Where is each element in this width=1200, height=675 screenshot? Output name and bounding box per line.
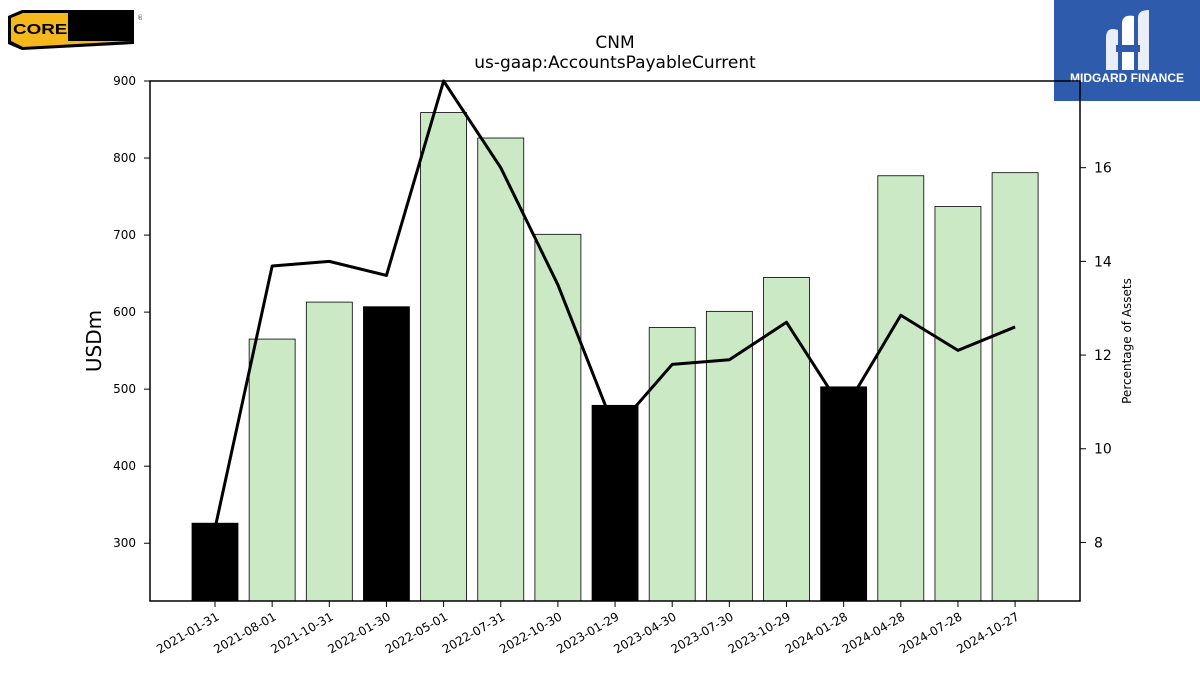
y2-tick-label: 8 bbox=[1094, 535, 1103, 551]
midgard-finance-logo: MIDGARD FINANCE bbox=[1054, 0, 1200, 101]
y2-axis-label: Percentage of Assets bbox=[1120, 278, 1134, 404]
x-tick-label: 2021-01-31 bbox=[154, 609, 221, 656]
bar-2023-07-30 bbox=[705, 310, 753, 602]
y-tick-label: 800 bbox=[113, 151, 136, 165]
bar-2021-10-31 bbox=[305, 301, 353, 602]
x-tick-label: 2021-08-01 bbox=[211, 609, 278, 656]
x-tick-label: 2022-07-31 bbox=[440, 609, 507, 656]
bar-2022-01-30 bbox=[363, 306, 410, 602]
y-tick-label: 600 bbox=[113, 305, 136, 319]
x-tick-label: 2023-04-30 bbox=[611, 609, 678, 656]
y2-tick-label: 16 bbox=[1094, 161, 1112, 177]
x-tick-label: 2022-01-30 bbox=[326, 609, 393, 656]
y2-tick-label: 14 bbox=[1094, 254, 1112, 270]
y-tick-label: 700 bbox=[113, 228, 136, 242]
y2-tick-label: 10 bbox=[1094, 442, 1112, 458]
bar-2021-08-01 bbox=[248, 338, 296, 602]
registered-mark: ® bbox=[137, 14, 142, 22]
chart-subtitle: us-gaap:AccountsPayableCurrent bbox=[474, 53, 756, 73]
chart-title: CNM bbox=[595, 33, 634, 53]
bar-2022-05-01 bbox=[420, 112, 468, 602]
bar-2023-04-30 bbox=[648, 327, 696, 602]
bar-2024-01-28 bbox=[820, 386, 868, 602]
bar-2022-07-31 bbox=[477, 137, 525, 602]
y-tick-label: 300 bbox=[113, 536, 136, 550]
y2-tick-label: 12 bbox=[1094, 348, 1112, 364]
x-tick-label: 2022-05-01 bbox=[383, 609, 450, 656]
bar-2024-10-27 bbox=[991, 172, 1039, 602]
bar-2024-07-28 bbox=[934, 206, 982, 602]
midgard-mark-icon bbox=[1106, 10, 1149, 70]
bar-2023-01-29 bbox=[591, 404, 639, 602]
y-tick-label: 400 bbox=[113, 459, 136, 473]
percentage-of-assets-line bbox=[213, 79, 1016, 529]
x-tick-label: 2022-10-30 bbox=[497, 609, 564, 656]
bar-2023-10-29 bbox=[763, 277, 810, 602]
x-tick-label: 2024-01-28 bbox=[783, 609, 850, 656]
y-tick-label: 500 bbox=[113, 382, 136, 396]
x-tick-label: 2024-04-28 bbox=[840, 609, 907, 656]
bar-2022-10-30 bbox=[534, 233, 582, 602]
bar-2024-04-28 bbox=[877, 175, 925, 602]
y-axis-label: USDm bbox=[82, 310, 106, 372]
core-and-main-logo-text: CORE&MAIN bbox=[13, 21, 129, 38]
x-tick-label: 2023-01-29 bbox=[554, 609, 621, 656]
x-tick-label: 2024-10-27 bbox=[954, 609, 1021, 656]
midgard-finance-text: MIDGARD FINANCE bbox=[1070, 71, 1184, 85]
bar-2021-01-31 bbox=[191, 522, 239, 602]
x-tick-label: 2021-10-31 bbox=[268, 609, 335, 656]
y-tick-label: 900 bbox=[113, 74, 136, 88]
x-tick-label: 2024-07-28 bbox=[897, 609, 964, 656]
x-tick-label: 2023-07-30 bbox=[668, 609, 735, 656]
core-and-main-logo: CORE&MAIN ® bbox=[6, 6, 144, 50]
x-tick-label: 2023-10-29 bbox=[726, 609, 793, 656]
